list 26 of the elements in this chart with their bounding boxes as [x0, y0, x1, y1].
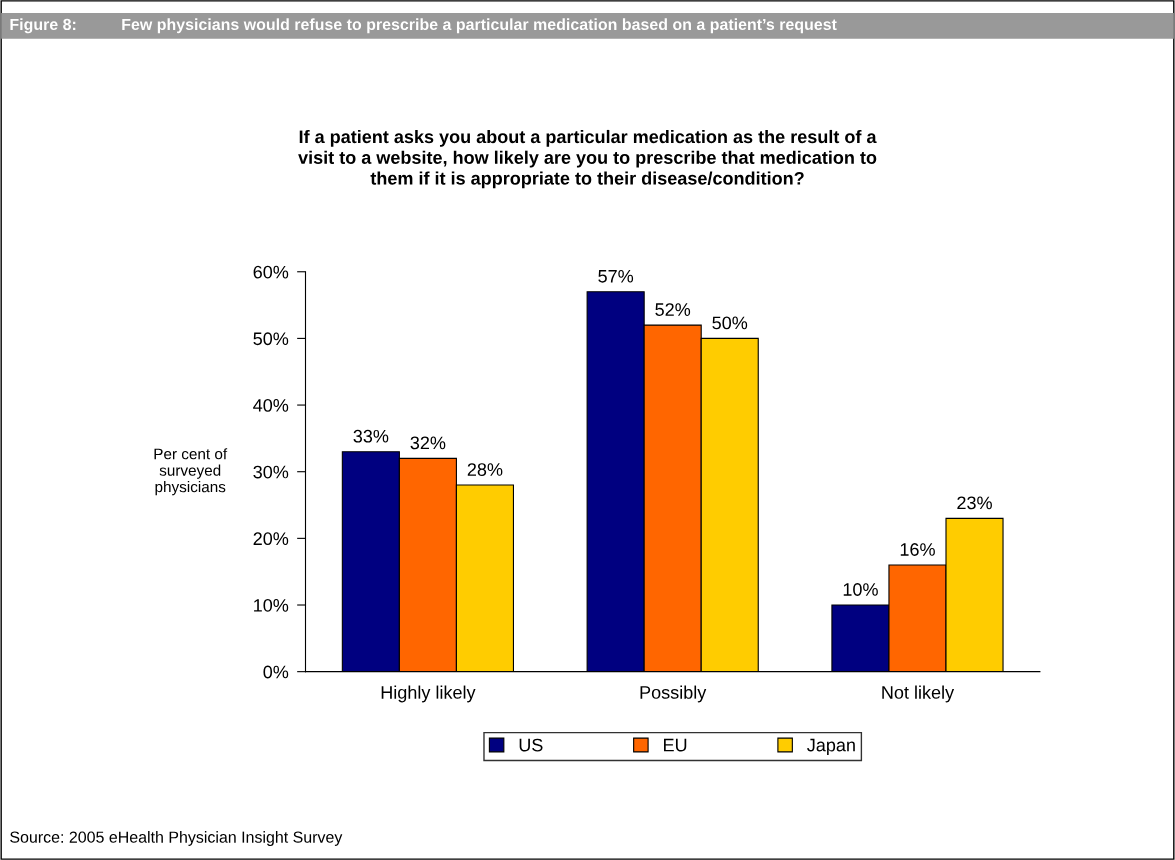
y-tick-label: 60% — [253, 265, 289, 279]
y-tick-label: 40% — [253, 398, 289, 412]
data-label: 10% — [843, 583, 878, 596]
legend-label: EU — [664, 738, 687, 752]
data-label: 23% — [957, 496, 992, 510]
legend-label: US — [519, 738, 543, 752]
y-tick-label: 20% — [253, 532, 289, 546]
data-label: 57% — [598, 269, 634, 283]
y-tick-label: 0% — [263, 665, 289, 679]
data-label: 33% — [353, 429, 389, 443]
data-label: 28% — [467, 463, 503, 476]
y-tick-label: 10% — [254, 598, 289, 612]
x-tick-label: Highly likely — [381, 685, 476, 703]
chart-title: Figure 8: Few physicians would refuse to prescribe a particular medication based on a patient’s request — [10, 18, 837, 34]
legend-label: Japan — [807, 738, 855, 756]
data-label: 50% — [712, 316, 748, 330]
data-label: 32% — [410, 436, 446, 450]
data-label: 52% — [655, 303, 691, 316]
y-tick-label: 50% — [253, 332, 289, 346]
y-tick-label: 30% — [253, 465, 289, 479]
x-tick-label: Not likely — [882, 685, 955, 703]
y-axis-title: Per cent of surveyed physicians — [154, 448, 228, 496]
source-note: Source: 2005 eHealth Physician Insight Survey — [10, 831, 343, 846]
x-tick-label: Possibly — [640, 685, 707, 703]
chart-subtitle: If a patient asks you about a particular medication as the result of a visit to a website, how likely are you to prescribe that medication to them if it is appropriate to their disease/condition? — [298, 129, 877, 189]
data-label: 16% — [900, 543, 935, 556]
